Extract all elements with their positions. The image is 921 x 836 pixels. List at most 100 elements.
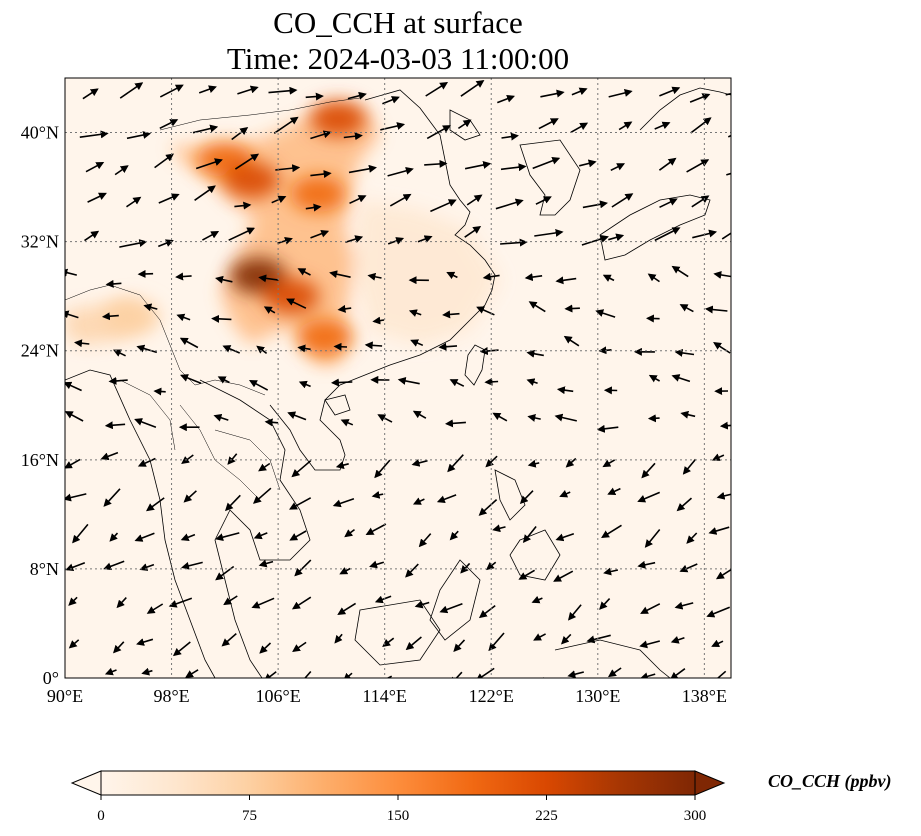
wind-arrow-294 — [304, 670, 312, 678]
lon-tick-label: 98°E — [153, 686, 189, 706]
wind-arrow-128 — [136, 344, 158, 354]
wind-arrow-149 — [248, 380, 269, 391]
wind-arrow-12 — [540, 89, 565, 98]
wind-arrow-103 — [555, 276, 577, 285]
wind-arrow-78 — [310, 229, 330, 239]
wind-arrow-262 — [439, 602, 463, 614]
map-background — [65, 78, 731, 678]
wind-arrow-47 — [500, 163, 527, 172]
wind-arrow-9 — [425, 81, 449, 97]
wind-arrow-228 — [522, 525, 537, 543]
wind-arrow-189 — [411, 458, 428, 467]
wind-arrow-153 — [397, 377, 420, 385]
wind-arrow-62 — [389, 193, 412, 207]
wind-arrow-135 — [410, 339, 424, 347]
wind-arrow-243 — [405, 563, 419, 578]
wind-arrow-51 — [658, 157, 677, 171]
wind-arrow-56 — [158, 193, 180, 204]
wind-arrow-155 — [484, 377, 499, 386]
wind-arrow-96 — [297, 268, 311, 276]
wind-arrow-300 — [536, 677, 545, 678]
wind-arrow-35 — [727, 134, 731, 138]
wind-arrow-30 — [538, 118, 559, 130]
wind-arrow-29 — [501, 132, 519, 141]
wind-arrow-7 — [347, 91, 367, 100]
plume-hotspot-1 — [223, 162, 280, 199]
map-frame — [64, 77, 732, 679]
wind-arrow-72 — [84, 230, 100, 242]
wind-arrow-139 — [563, 335, 580, 347]
wind-arrow-177 — [647, 414, 660, 423]
wind-arrow-57 — [194, 185, 216, 201]
wind-arrow-50 — [610, 163, 626, 172]
wind-arrow-254 — [146, 603, 164, 614]
wind-arrow-68 — [611, 193, 634, 208]
wind-arrow-289 — [104, 667, 117, 676]
wind-arrow-246 — [518, 569, 536, 580]
wind-arrow-244 — [460, 562, 471, 574]
wind-arrow-171 — [412, 410, 427, 419]
lat-tick-label: 40°N — [21, 123, 59, 143]
wind-arrow-122 — [595, 309, 616, 318]
colorbar-ticks: 0 75 150 225 300 — [97, 795, 706, 824]
wind-arrow-129 — [179, 337, 199, 349]
wind-arrow-272 — [136, 638, 154, 646]
wind-arrow-28 — [457, 119, 472, 130]
wind-arrow-299 — [475, 667, 495, 678]
wind-arrow-283 — [560, 633, 572, 645]
plume-east-haze — [355, 200, 500, 345]
lat-tick-label: 16°N — [21, 450, 59, 470]
wind-arrow-292 — [216, 679, 231, 685]
wind-arrow-301 — [567, 670, 584, 678]
wind-arrow-271 — [113, 641, 125, 654]
longitude-tick-labels: 90°E 98°E 106°E 114°E 122°E 130°E 138°E — [47, 686, 727, 706]
wind-arrow-114 — [286, 298, 307, 309]
wind-arrow-14 — [608, 89, 633, 98]
wind-arrow-130 — [222, 345, 241, 354]
wind-arrow-175 — [554, 413, 577, 422]
wind-arrow-206 — [371, 490, 384, 499]
wind-arrow-190 — [447, 454, 464, 473]
wind-arrow-98 — [367, 272, 382, 281]
wind-arrow-230 — [601, 524, 622, 539]
wind-arrow-52 — [686, 159, 710, 173]
latitude-tick-labels: 0° 8°N 16°N 24°N 32°N 40°N — [21, 123, 59, 688]
wind-arrow-104 — [602, 274, 615, 282]
wind-arrow-290 — [141, 667, 153, 676]
wind-arrow-67 — [582, 200, 608, 209]
wind-arrow-118 — [442, 310, 460, 319]
wind-arrow-8 — [382, 96, 400, 105]
wind-arrow-293 — [263, 671, 277, 678]
wind-arrow-31 — [570, 122, 589, 133]
lat-tick-label: 8°N — [30, 559, 59, 579]
wind-arrow-250 — [679, 563, 698, 573]
wind-arrow-22 — [231, 127, 249, 141]
wind-arrow-73 — [119, 239, 148, 248]
wind-arrow-23 — [273, 116, 299, 134]
wind-arrow-65 — [495, 198, 524, 210]
wind-arrow-0 — [82, 88, 99, 100]
wind-arrow-219 — [180, 533, 196, 541]
wind-arrow-186 — [291, 460, 312, 478]
wind-arrow-174 — [527, 414, 541, 422]
wind-arrow-33 — [654, 121, 671, 130]
colorbar-tick-label: 150 — [387, 808, 410, 824]
wind-arrow-101 — [482, 272, 500, 281]
wind-arrow-63 — [430, 199, 457, 213]
wind-arrow-208 — [436, 494, 457, 504]
wind-arrow-199 — [103, 488, 121, 507]
wind-arrow-2 — [159, 84, 184, 98]
wind-arrow-134 — [364, 341, 383, 350]
wind-arrow-248 — [603, 567, 619, 576]
wind-arrow-36 — [85, 161, 105, 173]
wind-arrow-112 — [211, 314, 232, 323]
wind-arrow-93 — [175, 272, 192, 281]
wind-arrow-20 — [159, 119, 179, 130]
wind-arrow-242 — [369, 560, 385, 569]
wind-arrow-154 — [449, 379, 465, 387]
wind-arrow-220 — [215, 532, 240, 542]
wind-arrow-168 — [287, 411, 307, 421]
wind-arrow-131 — [256, 345, 268, 355]
wind-arrow-169 — [340, 419, 354, 427]
wind-arrow-54 — [87, 192, 107, 203]
